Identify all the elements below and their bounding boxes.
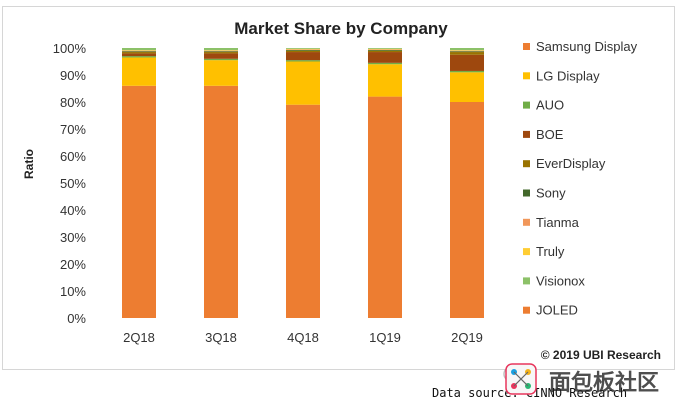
bar-segment-boe-3q18 — [204, 53, 238, 59]
x-tick-label: 4Q18 — [287, 330, 319, 345]
legend-label: JOLED — [536, 303, 578, 318]
legend-label: Truly — [536, 244, 565, 259]
y-tick-label: 50% — [60, 176, 86, 191]
y-axis: 0% 10% 20% 30% 40% 50% 60% 70% 80% 90% 100% — [53, 41, 87, 326]
y-tick-label: 10% — [60, 284, 86, 299]
bar-segment-samsung-display-1q19 — [368, 96, 402, 318]
chart-frame: Market Share by Company Ratio 0% 10% 20% 30… — [2, 6, 675, 370]
legend: Samsung Display LG Display AUO BOE EverDispl… — [523, 39, 638, 318]
bar-segment-everdisplay-2q18 — [122, 52, 156, 54]
bar-segment-auo-2q18 — [122, 56, 156, 58]
bar-segment-sony-2q19 — [450, 51, 484, 53]
bar-segment-auo-3q18 — [204, 58, 238, 61]
credit-text: © 2019 UBI Research — [541, 348, 661, 362]
legend-swatch — [523, 130, 530, 138]
legend-swatch — [523, 248, 530, 256]
x-tick-label: 2Q18 — [123, 330, 155, 345]
bar-segment-boe-4q18 — [286, 52, 320, 61]
legend-swatch — [523, 72, 530, 80]
bar-segment-truly-2q18 — [122, 50, 156, 51]
bar-segment-visionox-3q18 — [204, 48, 238, 51]
bar-segment-tianma-3q18 — [204, 50, 238, 52]
x-tick-label: 3Q18 — [205, 330, 237, 345]
y-tick-label: 70% — [60, 122, 86, 137]
x-axis: 2Q18 3Q18 4Q18 1Q19 2Q19 — [123, 330, 483, 345]
legend-label: Samsung Display — [536, 39, 638, 54]
bar-segment-everdisplay-4q18 — [286, 50, 320, 53]
bar-segment-truly-4q18 — [286, 48, 320, 50]
legend-swatch — [523, 277, 530, 285]
bar-segment-samsung-display-4q18 — [286, 104, 320, 318]
logo-badge-icon — [505, 363, 537, 395]
bar-segment-lg-display-2q19 — [450, 72, 484, 102]
bar-segment-auo-4q18 — [286, 60, 320, 62]
bar-segment-everdisplay-2q19 — [450, 52, 484, 55]
bar-segment-truly-1q19 — [368, 48, 402, 50]
bar-segment-samsung-display-3q18 — [204, 85, 238, 318]
y-tick-label: 80% — [60, 95, 86, 110]
y-tick-label: 40% — [60, 203, 86, 218]
bar-segment-lg-display-1q19 — [368, 64, 402, 97]
bars — [122, 48, 484, 318]
legend-label: AUO — [536, 98, 564, 113]
bar-segment-boe-2q18 — [122, 53, 156, 57]
bar-segment-truly-2q19 — [450, 50, 484, 51]
legend-label: BOE — [536, 127, 564, 142]
x-tick-label: 2Q19 — [451, 330, 483, 345]
bar-segment-lg-display-3q18 — [204, 60, 238, 86]
chart: Market Share by Company Ratio 0% 10% 20% 30… — [22, 19, 661, 362]
legend-label: Visionox — [536, 273, 585, 288]
bar-segment-sony-3q18 — [204, 51, 238, 53]
legend-swatch — [523, 43, 530, 50]
legend-label: Sony — [536, 186, 566, 201]
watermark-text: 面包板社区 — [549, 370, 659, 396]
bar-segment-tianma-2q18 — [122, 50, 156, 52]
chart-title: Market Share by Company — [234, 19, 448, 38]
legend-swatch — [523, 160, 530, 168]
bar-segment-tianma-1q19 — [368, 49, 402, 50]
x-tick-label: 1Q19 — [369, 330, 401, 345]
bar-segment-visionox-4q18 — [286, 48, 320, 49]
bar-segment-sony-4q18 — [286, 49, 320, 51]
y-tick-label: 0% — [67, 311, 86, 326]
bar-segment-everdisplay-3q18 — [204, 52, 238, 54]
bar-segment-everdisplay-1q19 — [368, 50, 402, 53]
legend-label: Tianma — [536, 215, 580, 230]
legend-swatch — [523, 306, 530, 314]
bar-segment-tianma-2q19 — [450, 50, 484, 52]
legend-swatch — [523, 218, 530, 226]
y-tick-label: 90% — [60, 68, 86, 83]
watermark-logo: 面包板社区 — [503, 363, 659, 396]
bar-segment-tianma-4q18 — [286, 49, 320, 50]
y-tick-label: 30% — [60, 230, 86, 245]
bar-segment-boe-2q19 — [450, 54, 484, 71]
y-tick-label: 100% — [53, 41, 87, 56]
bar-segment-truly-3q18 — [204, 50, 238, 51]
bar-segment-sony-2q18 — [122, 51, 156, 53]
legend-swatch — [523, 101, 530, 109]
bar-segment-lg-display-4q18 — [286, 61, 320, 105]
bar-segment-auo-2q19 — [450, 70, 484, 73]
bar-segment-visionox-2q18 — [122, 48, 156, 51]
legend-label: LG Display — [536, 68, 600, 83]
bar-segment-samsung-display-2q19 — [450, 102, 484, 318]
y-tick-label: 20% — [60, 257, 86, 272]
y-tick-label: 60% — [60, 149, 86, 164]
bar-segment-visionox-2q19 — [450, 48, 484, 51]
legend-swatch — [523, 189, 530, 197]
bar-segment-visionox-1q19 — [368, 48, 402, 49]
legend-label: EverDisplay — [536, 156, 606, 171]
bar-segment-sony-1q19 — [368, 49, 402, 51]
bar-segment-auo-1q19 — [368, 62, 402, 65]
bar-segment-lg-display-2q18 — [122, 57, 156, 86]
bar-segment-samsung-display-2q18 — [122, 85, 156, 318]
bar-segment-boe-1q19 — [368, 52, 402, 63]
y-axis-label: Ratio — [22, 149, 36, 179]
